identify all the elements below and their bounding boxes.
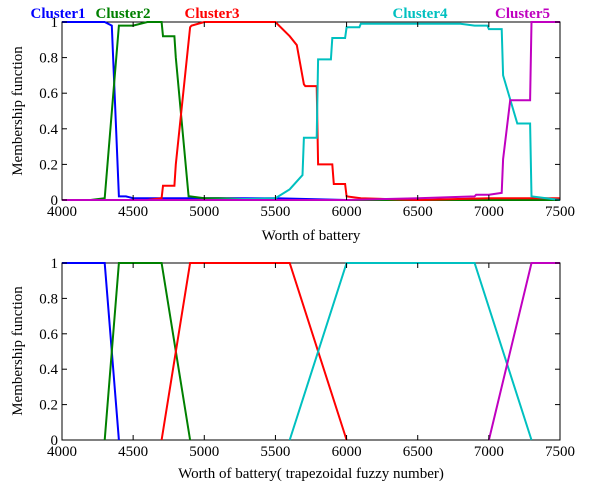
top-x-ticks: 4000 4500 5000 5500 6000 6500 7000 7500 [47,22,575,220]
top-series-line-4 [62,22,561,201]
x-tick-label: 6000 [332,444,362,460]
y-tick-label: 0.2 [39,157,58,173]
top-plot-area [61,21,561,201]
x-tick-label: 7000 [474,204,504,220]
top-series-line-2 [62,21,560,201]
x-tick-label: 5500 [260,444,290,460]
top-cluster-labels: Cluster1 Cluster2 Cluster3 Cluster4 Cluster5 [31,6,551,22]
y-tick-label: 0.2 [39,398,58,414]
x-tick-label: 4500 [118,444,148,460]
top-x-axis-label: Worth of battery [262,228,361,244]
x-tick-label: 5000 [189,444,219,460]
x-tick-label: 7000 [474,444,504,460]
y-tick-label: 0.4 [39,122,58,138]
top-series-line-1 [62,21,560,201]
y-tick-label: 0 [51,193,59,209]
top-y-ticks: 0 0.2 0.4 0.6 0.8 1 [39,15,560,209]
x-tick-label: 6000 [332,204,362,220]
x-tick-label: 5500 [260,204,290,220]
y-tick-label: 0.8 [39,51,58,67]
cluster-label-4: Cluster4 [393,6,448,22]
bottom-x-ticks: 4000 4500 5000 5500 6000 6500 7000 7500 [47,263,575,460]
bottom-series-line-1 [62,262,120,441]
bottom-x-axis-label: Worth of battery( trapezoidal fuzzy numb… [178,466,444,482]
bottom-series-line-4 [288,262,533,441]
x-tick-label: 4500 [118,204,148,220]
y-tick-label: 0 [51,433,59,449]
x-tick-label: 7500 [545,204,575,220]
bottom-series-layer [62,262,560,441]
x-tick-label: 5000 [189,204,219,220]
cluster-label-1: Cluster1 [31,6,86,22]
top-series-line-3 [62,21,560,202]
y-tick-label: 0.4 [39,362,58,378]
x-tick-label: 4000 [47,444,77,460]
x-tick-label: 6500 [403,204,433,220]
y-tick-label: 0.6 [39,327,58,343]
y-tick-label: 0.8 [39,291,58,307]
bottom-chart: 4000 4500 5000 5500 6000 6500 7000 7500 0 0.2 0.4… [10,256,575,482]
x-tick-label: 6500 [403,444,433,460]
cluster-label-5: Cluster5 [495,6,550,22]
cluster-label-3: Cluster3 [185,6,240,22]
top-chart: 4000 4500 5000 5500 6000 6500 7000 7500 0 0.2 0.4… [10,6,575,244]
bottom-series-line-2 [103,262,192,441]
bottom-y-ticks: 0 0.2 0.4 0.6 0.8 1 [39,256,560,449]
bottom-plot-area [61,262,561,441]
bottom-series-line-5 [487,262,560,441]
y-tick-label: 0.6 [39,86,58,102]
x-tick-label: 4000 [47,204,77,220]
top-y-axis-label: Membership function [10,46,26,176]
cluster-label-2: Cluster2 [96,6,151,22]
bottom-y-axis-label: Membership function [10,286,26,416]
y-tick-label: 1 [51,256,59,272]
y-tick-label: 1 [51,15,59,31]
x-tick-label: 7500 [545,444,575,460]
